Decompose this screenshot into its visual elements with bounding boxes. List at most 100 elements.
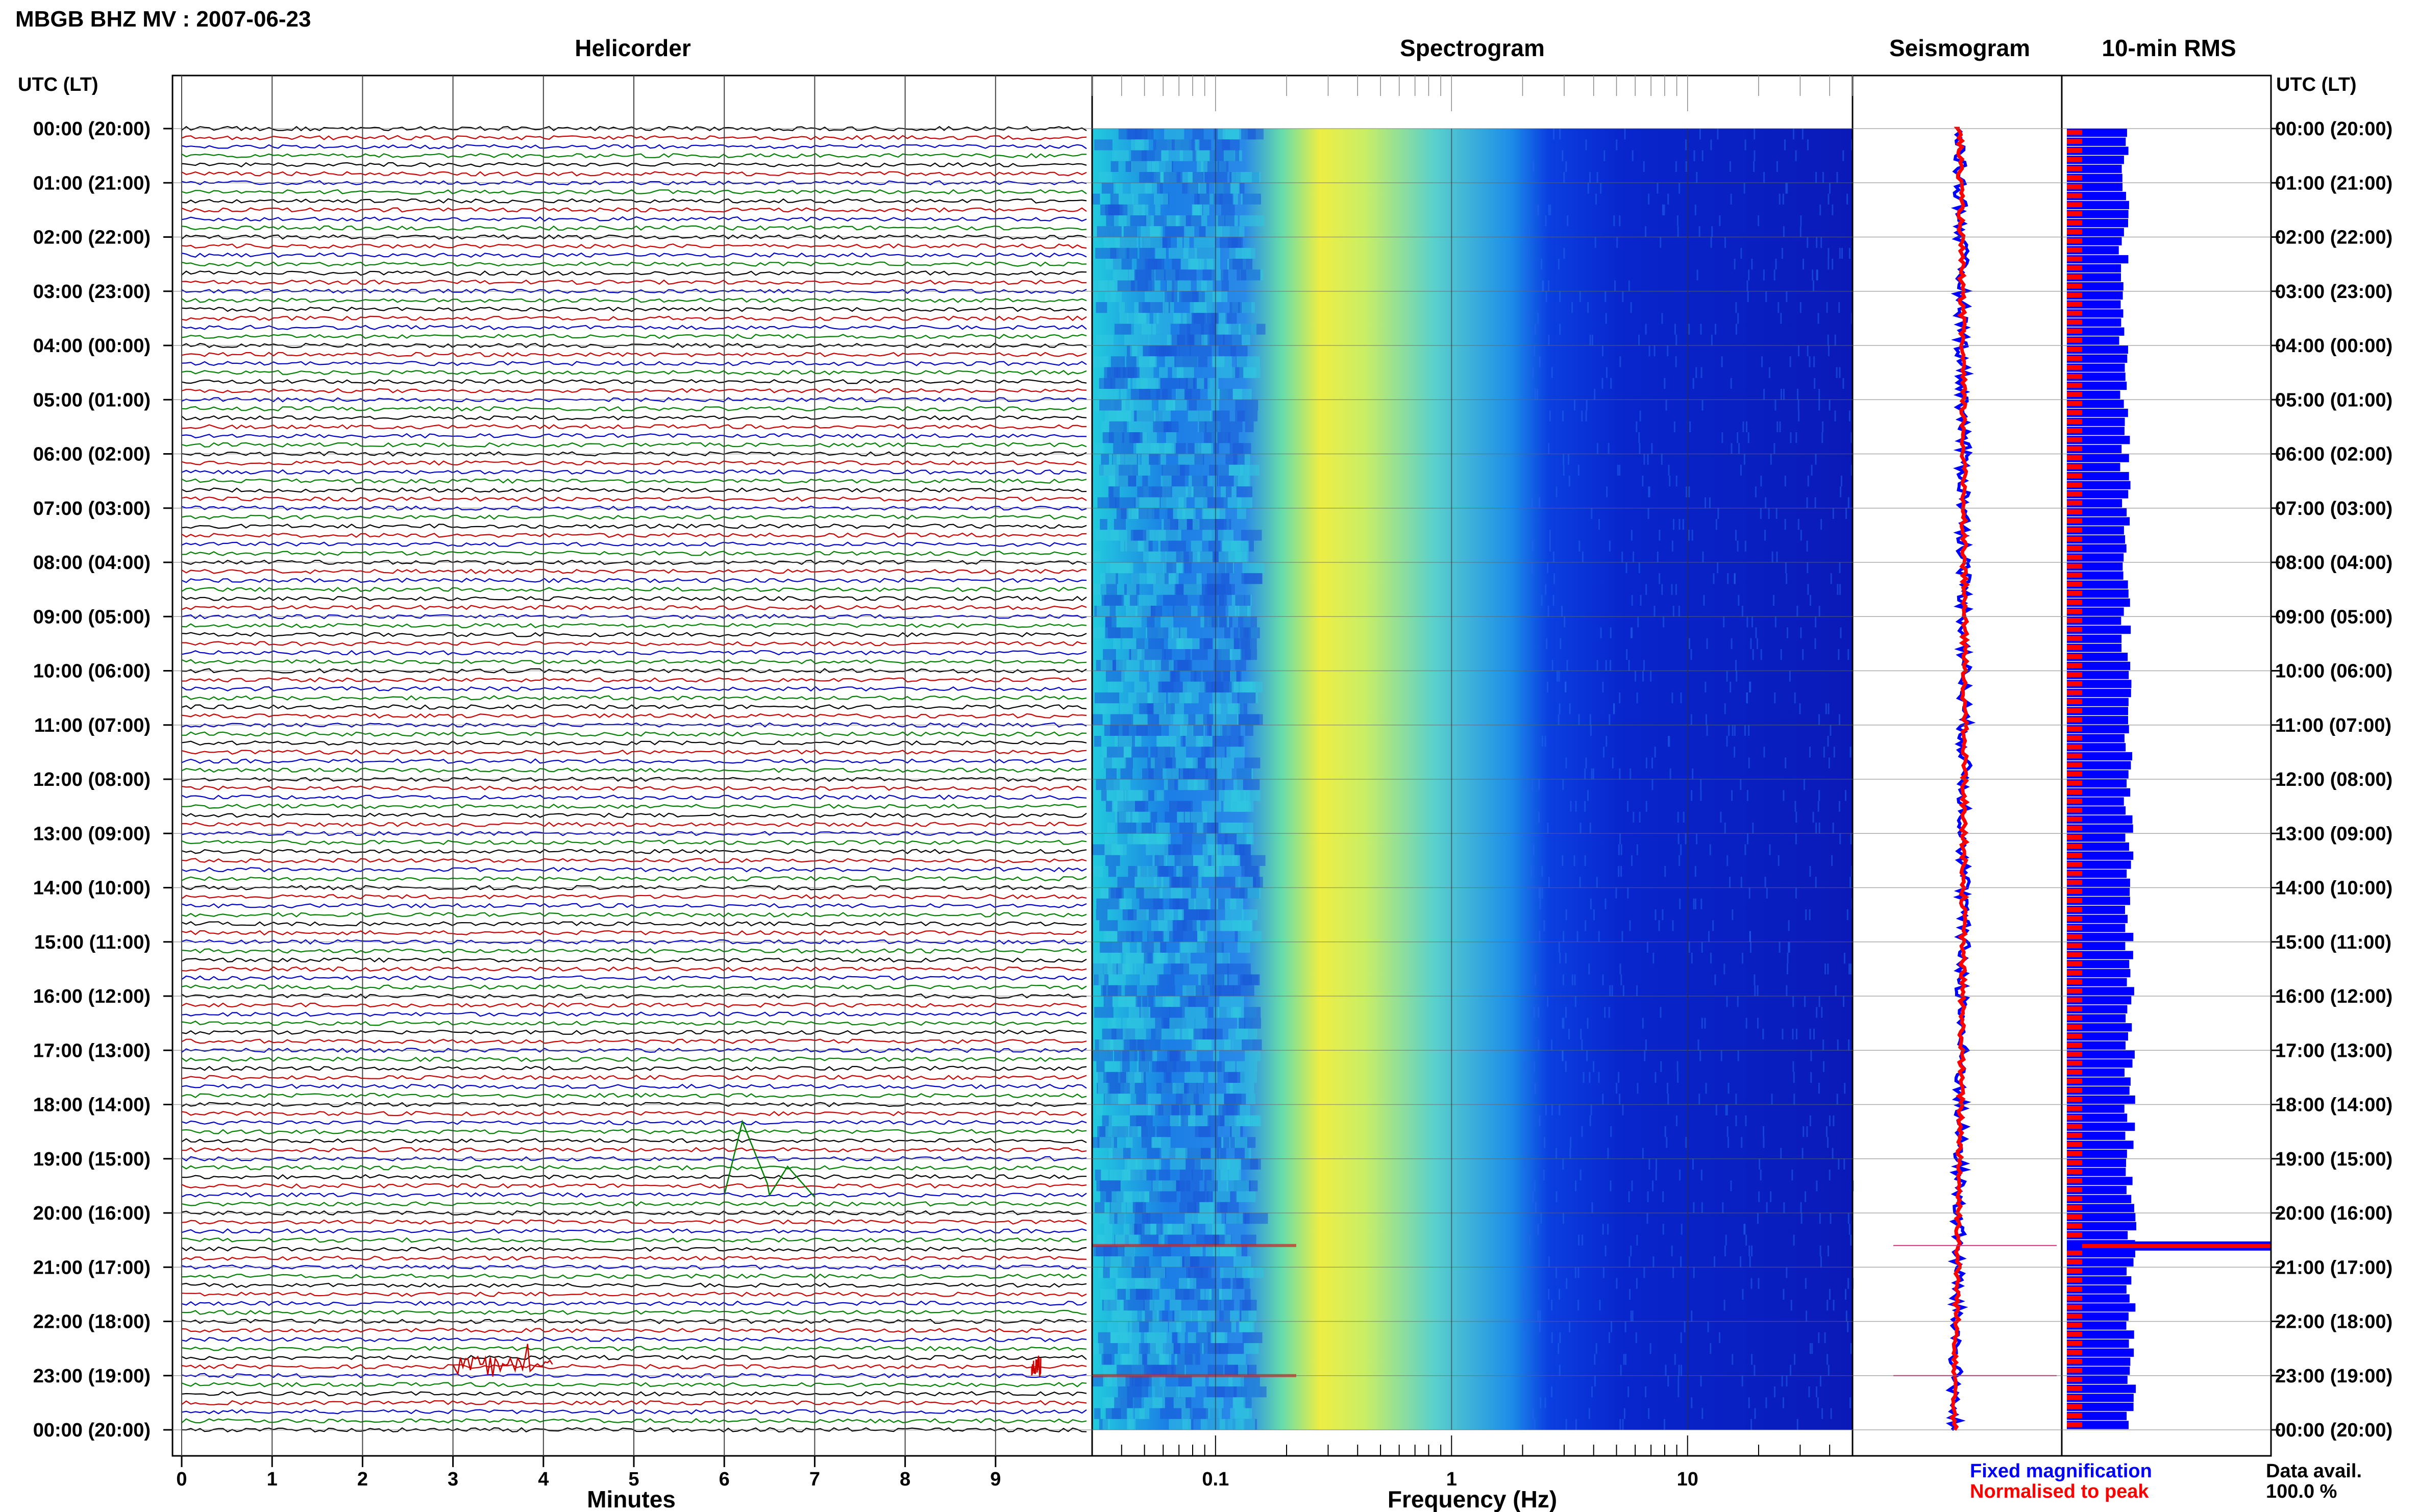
- helicorder-trace: [181, 1165, 1087, 1171]
- spec-texture: [1196, 280, 1213, 291]
- helicorder-trace: [181, 424, 1087, 430]
- spec-texture: [1543, 920, 1545, 931]
- spec-texture: [1093, 714, 1103, 725]
- spec-texture: [1591, 508, 1593, 519]
- spec-texture: [1529, 1234, 1531, 1246]
- helicorder-trace: [181, 1020, 1087, 1026]
- spec-texture: [1589, 714, 1591, 725]
- spec-texture: [1591, 1202, 1593, 1213]
- spec-texture: [1226, 1213, 1244, 1224]
- spec-texture: [1193, 725, 1204, 736]
- spec-texture: [1183, 226, 1195, 237]
- spec-texture: [1752, 823, 1754, 834]
- helicorder-x-tick-label: 4: [538, 1469, 549, 1490]
- spec-texture: [1562, 1158, 1564, 1170]
- spec-texture: [1147, 985, 1155, 996]
- spec-texture: [1230, 1137, 1237, 1148]
- spec-texture: [1531, 497, 1533, 508]
- spec-texture: [1720, 1050, 1722, 1061]
- spec-texture: [1643, 454, 1645, 465]
- spec-texture: [1136, 1115, 1153, 1126]
- spec-texture: [1685, 139, 1687, 151]
- spec-texture: [1202, 172, 1227, 183]
- spec-texture: [1173, 1397, 1186, 1408]
- spec-texture: [1837, 1039, 1839, 1051]
- rms-normalised-bar: [2067, 302, 2082, 307]
- time-label-left: 17:00 (13:00): [33, 1040, 151, 1061]
- spec-texture: [1757, 1018, 1759, 1029]
- spec-texture: [1226, 1180, 1249, 1192]
- spec-texture: [1541, 594, 1543, 606]
- spec-texture: [1643, 1267, 1645, 1278]
- spec-texture: [1532, 1408, 1534, 1419]
- spec-texture: [1230, 887, 1245, 899]
- spec-texture: [1818, 1332, 1820, 1343]
- spec-texture: [1098, 1083, 1108, 1094]
- spec-texture: [1149, 1375, 1166, 1386]
- spec-texture: [1206, 1191, 1213, 1202]
- spec-texture: [1242, 193, 1261, 205]
- spec-texture: [1693, 898, 1695, 909]
- spec-texture: [1230, 671, 1237, 682]
- spec-texture: [1586, 400, 1588, 411]
- spec-texture: [1655, 1072, 1657, 1083]
- spec-texture: [1779, 193, 1781, 205]
- spec-texture: [1706, 638, 1708, 649]
- spec-texture: [1148, 259, 1157, 270]
- spec-texture: [1695, 367, 1697, 378]
- spec-texture: [1177, 660, 1191, 671]
- helicorder-trace: [181, 632, 1087, 637]
- spec-texture: [1183, 1256, 1193, 1268]
- spec-texture: [1181, 259, 1199, 270]
- rms-normalised-bar: [2067, 139, 2082, 144]
- rms-fixed-bar: [2067, 761, 2131, 770]
- spec-texture: [1562, 855, 1564, 866]
- rms-fixed-bar: [2067, 472, 2129, 481]
- spec-texture: [1737, 1050, 1739, 1061]
- rms-fixed-bar: [2067, 1177, 2133, 1185]
- spec-texture: [1093, 193, 1100, 205]
- spec-texture: [1683, 811, 1685, 823]
- spec-texture: [1096, 1180, 1121, 1192]
- helicorder-trace: [181, 1355, 1087, 1360]
- spec-texture: [1619, 215, 1621, 227]
- spec-texture: [1233, 476, 1249, 487]
- rms-normalised-bar: [2067, 1250, 2082, 1256]
- time-label-right: 21:00 (17:00): [2275, 1257, 2392, 1278]
- spec-texture: [1149, 681, 1158, 692]
- spec-texture: [1648, 486, 1650, 498]
- spec-texture: [1114, 1397, 1133, 1408]
- time-label-left: 00:00 (20:00): [33, 118, 151, 140]
- spec-texture: [1551, 1332, 1553, 1343]
- spec-texture: [1650, 671, 1652, 682]
- rms-fixed-bar: [2067, 219, 2129, 228]
- helicorder-trace: [181, 686, 1087, 692]
- spec-texture: [1163, 996, 1173, 1007]
- spec-texture: [1095, 443, 1104, 454]
- spec-texture: [1561, 606, 1563, 617]
- spec-texture: [1548, 1288, 1550, 1300]
- spec-texture: [1809, 747, 1811, 758]
- spec-texture: [1623, 1408, 1625, 1419]
- spec-texture: [1740, 464, 1742, 476]
- spec-texture: [1624, 1321, 1626, 1332]
- helicorder-trace: [181, 261, 1087, 267]
- spec-texture: [1562, 1018, 1564, 1029]
- rms-normalised-bar: [2067, 1422, 2082, 1427]
- plot-frames: [163, 75, 2280, 1457]
- spec-texture: [1636, 1278, 1638, 1289]
- spec-texture: [1095, 703, 1106, 714]
- spec-texture: [1622, 1104, 1624, 1116]
- spec-texture: [1546, 681, 1548, 692]
- helicorder-trace: [181, 496, 1087, 502]
- spec-texture: [1238, 931, 1262, 942]
- spec-texture: [1849, 963, 1852, 975]
- spec-texture: [1795, 811, 1797, 823]
- spec-texture: [1165, 811, 1178, 823]
- rms-normalised-bar: [2067, 356, 2082, 361]
- spec-texture: [1545, 1104, 1547, 1116]
- spec-texture: [1675, 1115, 1677, 1126]
- spec-texture: [1745, 1234, 1747, 1246]
- helicorder-trace: [181, 1002, 1087, 1008]
- spec-texture: [1565, 909, 1567, 921]
